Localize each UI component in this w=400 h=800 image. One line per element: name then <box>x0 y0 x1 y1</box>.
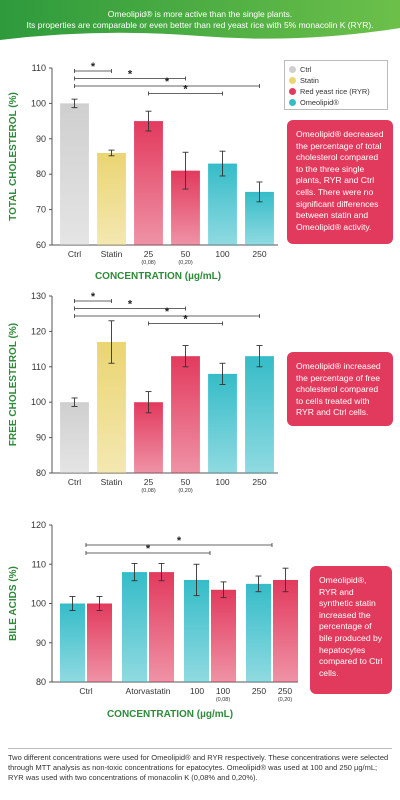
x-sub-label: (0,20) <box>178 260 193 266</box>
bar-omeo <box>184 579 209 682</box>
bile-acids-chart: 80 90 100 110 120 BILE ACIDS (%) Ctrl Atorvasta… <box>8 520 298 720</box>
x-sub-label: (0,20) <box>178 488 193 494</box>
significance-star: * <box>146 543 151 555</box>
x-tick-label: Statin <box>101 249 123 259</box>
note-free-cholesterol: Omeolipid® increased the percentage of f… <box>287 352 393 426</box>
free-cholesterol-chart: 80 90 100 110 120 130 FREE CHOLESTEROL (%) Ctrl… <box>8 291 278 494</box>
significance-star: * <box>91 61 96 73</box>
y-tick-label: 120 <box>31 520 46 530</box>
banner-text: Omeolipid® is more active than the singl… <box>0 0 400 40</box>
bar-omeo <box>245 356 274 473</box>
significance-star: * <box>183 84 188 96</box>
y-tick-label: 90 <box>36 134 46 144</box>
note-total-cholesterol: Omeolipid® decreased the percentage of t… <box>287 120 393 244</box>
y-tick-label: 80 <box>36 468 46 478</box>
y-tick-label: 80 <box>36 169 46 179</box>
x-sub-label: (0,08) <box>141 488 156 494</box>
x-sub-label: (0,20) <box>278 697 293 703</box>
legend-swatch-omeolipid <box>289 99 296 106</box>
header-banner: Omeolipid® is more active than the singl… <box>0 0 400 40</box>
bar-omeo <box>122 572 147 682</box>
bar-ryr <box>171 356 200 473</box>
bar-omeo <box>246 583 271 682</box>
legend-swatch-ctrl <box>289 66 296 73</box>
significance-star: * <box>183 314 188 326</box>
x-tick-label: 100 <box>190 686 204 696</box>
banner-background <box>0 0 400 40</box>
y-axis-title: TOTAL CHOLESTEROL (%) <box>8 92 19 221</box>
x-tick-label: Statin <box>101 477 123 487</box>
y-axis-title: BILE ACIDS (%) <box>8 566 19 641</box>
x-axis-title: CONCENTRATION (µg/mL) <box>107 709 233 720</box>
x-tick-label: 250 <box>252 686 266 696</box>
banner-line-2: Its properties are comparable or even be… <box>26 20 374 30</box>
y-tick-label: 80 <box>36 677 46 687</box>
x-sub-label: (0,08) <box>216 697 231 703</box>
bar-ctrl <box>60 103 89 246</box>
bar-ryr <box>87 603 112 682</box>
legend-swatch-statin <box>289 77 296 84</box>
bar-ryr <box>134 402 163 473</box>
legend-label: Omeolipid® <box>300 98 339 107</box>
legend-label: Red yeast rice (RYR) <box>300 87 370 96</box>
y-tick-label: 110 <box>32 63 46 73</box>
significance-star: * <box>165 76 170 88</box>
bar-omeo <box>60 603 85 682</box>
footnote: Two different concentrations were used f… <box>8 748 392 783</box>
y-tick-label: 100 <box>31 599 46 609</box>
x-tick-label: 25 <box>144 477 154 487</box>
x-tick-label: 25 <box>144 249 154 259</box>
x-tick-label: 50 <box>181 249 191 259</box>
x-tick-label: Atorvastatin <box>126 686 171 696</box>
legend-label: Ctrl <box>300 65 312 74</box>
bar-ryr <box>149 572 174 682</box>
y-tick-label: 90 <box>36 433 46 443</box>
x-tick-label: 250 <box>252 249 266 259</box>
y-tick-label: 110 <box>32 559 46 569</box>
y-axis-title: FREE CHOLESTEROL (%) <box>8 323 19 446</box>
x-tick-label: 100 <box>215 477 229 487</box>
y-tick-label: 100 <box>31 98 46 108</box>
y-tick-label: 110 <box>32 362 46 372</box>
significance-star: * <box>177 535 182 547</box>
bar-ryr <box>211 589 236 682</box>
bar-ryr <box>273 579 298 682</box>
banner-line-1: Omeolipid® is more active than the singl… <box>107 9 293 19</box>
bar-ctrl <box>60 402 89 473</box>
x-tick-label: 250 <box>252 477 266 487</box>
y-tick-label: 70 <box>36 205 46 215</box>
note-bile-acids: Omeolipid®, RYR and synthetic statin inc… <box>310 566 392 694</box>
x-tick-label: 250 <box>278 686 292 696</box>
bar-omeo <box>208 163 237 245</box>
x-tick-label: 50 <box>181 477 191 487</box>
y-tick-label: 120 <box>31 326 46 336</box>
y-tick-label: 90 <box>36 638 46 648</box>
x-axis-title: CONCENTRATION (µg/mL) <box>95 271 221 282</box>
total-cholesterol-chart: 60 70 80 90 100 110 TOTAL CHOLESTEROL (%) Ctrl S… <box>8 61 278 282</box>
legend-item-ryr: Red yeast rice (RYR) <box>289 86 370 97</box>
x-tick-label: 100 <box>216 686 230 696</box>
x-tick-label: 100 <box>215 249 229 259</box>
bar-statin <box>97 152 126 245</box>
legend-item-statin: Statin <box>289 75 319 86</box>
x-sub-label: (0,08) <box>141 260 156 266</box>
legend-item-omeolipid: Omeolipid® <box>289 97 339 108</box>
significance-star: * <box>128 299 133 311</box>
bar-omeo <box>208 373 237 473</box>
significance-star: * <box>165 306 170 318</box>
legend-swatch-ryr <box>289 88 296 95</box>
x-tick-label: Ctrl <box>68 477 81 487</box>
y-tick-label: 130 <box>31 291 46 301</box>
bar-ryr <box>134 121 163 245</box>
x-tick-label: Ctrl <box>68 249 81 259</box>
legend-item-ctrl: Ctrl <box>289 64 312 75</box>
significance-star: * <box>91 291 96 303</box>
legend: Ctrl Statin Red yeast rice (RYR) Omeolip… <box>284 60 388 110</box>
x-tick-label: Ctrl <box>79 686 92 696</box>
y-tick-label: 60 <box>36 240 46 250</box>
legend-label: Statin <box>300 76 319 85</box>
y-tick-label: 100 <box>31 397 46 407</box>
bar-statin <box>97 342 126 473</box>
significance-star: * <box>128 69 133 81</box>
